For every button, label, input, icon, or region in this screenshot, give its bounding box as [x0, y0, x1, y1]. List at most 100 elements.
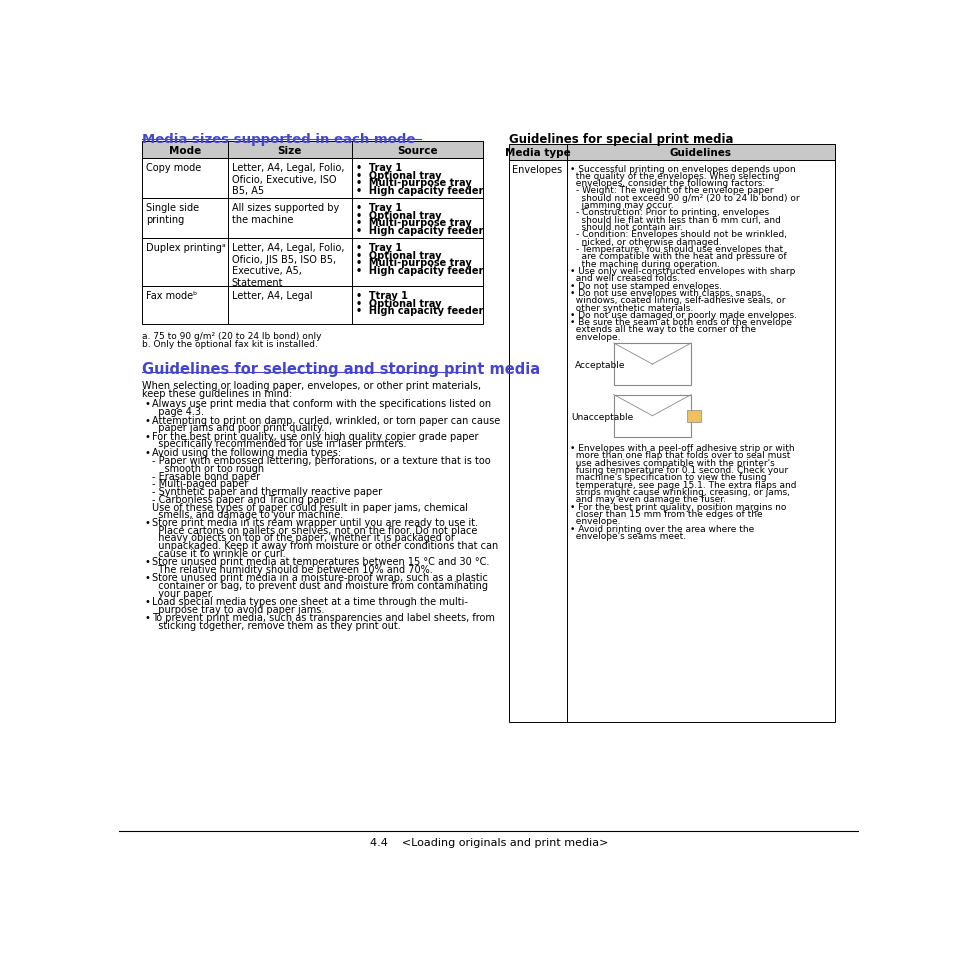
Text: - Weight: The weight of the envelope paper: - Weight: The weight of the envelope pap… — [576, 186, 773, 195]
Text: strips might cause wrinkling, creasing, or jams,: strips might cause wrinkling, creasing, … — [570, 487, 789, 497]
Text: • Do not use damaged or poorly made envelopes.: • Do not use damaged or poorly made enve… — [570, 311, 797, 319]
Text: Attempting to print on damp, curled, wrinkled, or torn paper can cause: Attempting to print on damp, curled, wri… — [152, 416, 499, 425]
Text: • Avoid printing over the area where the: • Avoid printing over the area where the — [570, 524, 754, 533]
Text: envelopes, consider the following factors:: envelopes, consider the following factor… — [570, 179, 764, 188]
Text: •  High capacity feeder: • High capacity feeder — [355, 186, 482, 196]
Bar — [142, 159, 483, 199]
Text: To prevent print media, such as transparencies and label sheets, from: To prevent print media, such as transpar… — [152, 613, 495, 623]
Text: envelope's seams meet.: envelope's seams meet. — [570, 531, 686, 540]
Text: Store print media in its ream wrapper until you are ready to use it.: Store print media in its ream wrapper un… — [152, 517, 477, 527]
Text: Fax modeᵇ: Fax modeᵇ — [146, 291, 197, 300]
Text: nicked, or otherwise damaged.: nicked, or otherwise damaged. — [570, 237, 721, 247]
Text: smooth or too rough: smooth or too rough — [152, 463, 264, 474]
Text: Duplex printingᵃ: Duplex printingᵃ — [146, 243, 226, 253]
Text: b. Only the optional fax kit is installed.: b. Only the optional fax kit is installe… — [142, 339, 318, 349]
Text: heavy objects on top of the paper, whether it is packaged or: heavy objects on top of the paper, wheth… — [152, 533, 455, 543]
Text: envelope.: envelope. — [570, 333, 620, 341]
Text: Size: Size — [277, 146, 301, 156]
Text: sticking together, remove them as they print out.: sticking together, remove them as they p… — [152, 620, 400, 631]
Text: closer than 15 mm from the edges of the: closer than 15 mm from the edges of the — [570, 509, 762, 518]
Text: Place cartons on pallets or shelves, not on the floor. Do not place: Place cartons on pallets or shelves, not… — [152, 525, 476, 535]
Text: use adhesives compatible with the printer's: use adhesives compatible with the printe… — [570, 458, 774, 467]
Bar — [613, 344, 691, 386]
Text: specifically recommended for use in laser printers.: specifically recommended for use in lase… — [152, 439, 406, 449]
Text: •: • — [145, 557, 151, 567]
Bar — [142, 239, 483, 287]
Text: Single side
printing: Single side printing — [146, 203, 199, 224]
Text: - Multi-paged paper: - Multi-paged paper — [152, 479, 248, 489]
Text: cause it to wrinkle or curl.: cause it to wrinkle or curl. — [152, 548, 285, 558]
Text: Envelopes: Envelopes — [512, 164, 561, 174]
Text: •: • — [145, 573, 151, 583]
Text: • Envelopes with a peel-off adhesive strip or with: • Envelopes with a peel-off adhesive str… — [570, 443, 794, 453]
Text: Letter, A4, Legal, Folio,
Oficio, JIS B5, ISO B5,
Executive, A5,
Statement: Letter, A4, Legal, Folio, Oficio, JIS B5… — [232, 243, 344, 288]
Text: Acceptable: Acceptable — [575, 361, 625, 370]
Text: fusing temperature for 0.1 second. Check your: fusing temperature for 0.1 second. Check… — [570, 465, 787, 475]
Text: •  Multi-purpose tray: • Multi-purpose tray — [355, 178, 471, 188]
Text: envelope.: envelope. — [570, 517, 620, 526]
Bar — [142, 287, 483, 325]
Text: •: • — [145, 613, 151, 623]
Text: •  Optional tray: • Optional tray — [355, 211, 440, 220]
Text: the machine during operation.: the machine during operation. — [570, 259, 720, 269]
Text: container or bag, to prevent dust and moisture from contaminating: container or bag, to prevent dust and mo… — [152, 580, 487, 591]
Bar — [142, 199, 483, 239]
Text: Avoid using the following media types:: Avoid using the following media types: — [152, 447, 340, 457]
Text: • For the best print quality, position margins no: • For the best print quality, position m… — [570, 502, 786, 511]
Text: •  Multi-purpose tray: • Multi-purpose tray — [355, 258, 471, 268]
Text: •  Tray 1: • Tray 1 — [355, 243, 401, 253]
Text: • Be sure the seam at both ends of the envelope: • Be sure the seam at both ends of the e… — [570, 317, 792, 327]
Text: •  Ttray 1: • Ttray 1 — [355, 291, 407, 300]
Text: windows, coated lining, self-adhesive seals, or: windows, coated lining, self-adhesive se… — [570, 295, 785, 305]
Text: Always use print media that conform with the specifications listed on: Always use print media that conform with… — [152, 399, 491, 409]
Text: a. 75 to 90 g/m² (20 to 24 lb bond) only: a. 75 to 90 g/m² (20 to 24 lb bond) only — [142, 332, 322, 340]
Text: •  Optional tray: • Optional tray — [355, 171, 440, 180]
Text: - Carbonless paper and Tracing paper.: - Carbonless paper and Tracing paper. — [152, 495, 337, 504]
Text: Store unused print media at temperatures between 15 °C and 30 °C.: Store unused print media at temperatures… — [152, 557, 489, 567]
Bar — [142, 142, 483, 159]
Text: •  Optional tray: • Optional tray — [355, 298, 440, 308]
Text: •  Multi-purpose tray: • Multi-purpose tray — [355, 218, 471, 228]
Bar — [613, 395, 691, 437]
Text: Media sizes supported in each mode: Media sizes supported in each mode — [142, 132, 416, 146]
Text: - Construction: Prior to printing, envelopes: - Construction: Prior to printing, envel… — [576, 208, 769, 217]
Text: Source: Source — [396, 146, 437, 156]
Text: For the best print quality, use only high quality copier grade paper: For the best print quality, use only hig… — [152, 432, 477, 441]
Text: •: • — [145, 399, 151, 409]
Text: Guidelines for special print media: Guidelines for special print media — [509, 132, 733, 146]
Text: smells, and damage to your machine.: smells, and damage to your machine. — [152, 510, 342, 519]
Text: Letter, A4, Legal, Folio,
Oficio, Executive, ISO
B5, A5: Letter, A4, Legal, Folio, Oficio, Execut… — [232, 163, 344, 196]
Text: other synthetic materials.: other synthetic materials. — [570, 303, 693, 313]
Text: Mode: Mode — [169, 146, 201, 156]
Text: Load special media types one sheet at a time through the multi-: Load special media types one sheet at a … — [152, 597, 467, 607]
Text: and may even damage the fuser.: and may even damage the fuser. — [570, 495, 725, 504]
Text: Unacceptable: Unacceptable — [571, 413, 633, 421]
Text: The relative humidity should be between 10% and 70%.: The relative humidity should be between … — [152, 564, 432, 575]
Text: • Do not use stamped envelopes.: • Do not use stamped envelopes. — [570, 281, 721, 291]
Text: the quality of the envelopes. When selecting: the quality of the envelopes. When selec… — [570, 172, 780, 181]
Text: •  Tray 1: • Tray 1 — [355, 163, 401, 172]
Text: Guidelines for selecting and storing print media: Guidelines for selecting and storing pri… — [142, 362, 540, 377]
Text: •  Tray 1: • Tray 1 — [355, 203, 401, 213]
Text: should not contain air.: should not contain air. — [570, 223, 682, 232]
Text: When selecting or loading paper, envelopes, or other print materials,: When selecting or loading paper, envelop… — [142, 380, 481, 391]
Text: machine's specification to view the fusing: machine's specification to view the fusi… — [570, 473, 766, 482]
Text: •: • — [145, 416, 151, 425]
Text: •: • — [145, 447, 151, 457]
Text: page 4.3.: page 4.3. — [152, 407, 204, 416]
Text: • Use only well-constructed envelopes with sharp: • Use only well-constructed envelopes wi… — [570, 267, 795, 275]
Bar — [509, 145, 834, 160]
Text: - Synthetic paper and thermally reactive paper: - Synthetic paper and thermally reactive… — [152, 487, 381, 497]
Bar — [509, 160, 834, 722]
Text: • Do not use envelopes with clasps, snaps,: • Do not use envelopes with clasps, snap… — [570, 289, 764, 297]
Text: paper jams and poor print quality.: paper jams and poor print quality. — [152, 423, 324, 433]
Text: • Successful printing on envelopes depends upon: • Successful printing on envelopes depen… — [570, 164, 795, 173]
Text: keep these guidelines in mind:: keep these guidelines in mind: — [142, 388, 293, 398]
Text: Media type: Media type — [505, 149, 571, 158]
Text: purpose tray to avoid paper jams.: purpose tray to avoid paper jams. — [152, 604, 324, 615]
Text: more than one flap that folds over to seal must: more than one flap that folds over to se… — [570, 451, 790, 460]
Text: All sizes supported by
the machine: All sizes supported by the machine — [232, 203, 338, 224]
Text: •: • — [145, 517, 151, 527]
Text: your paper.: your paper. — [152, 588, 213, 598]
Text: extends all the way to the corner of the: extends all the way to the corner of the — [570, 325, 756, 335]
